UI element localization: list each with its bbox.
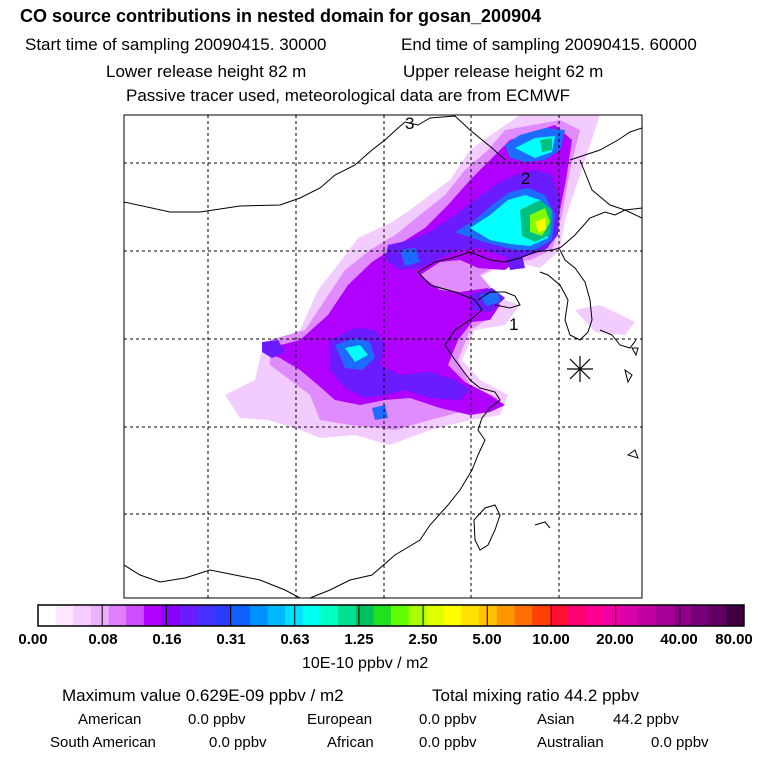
colorbar-swatch: [602, 605, 621, 626]
start-time-text: Start time of sampling 20090415. 30000: [25, 35, 327, 54]
colorbar-label-6: 2.50: [408, 631, 438, 648]
colorbar-swatch: [514, 605, 533, 626]
asian-label: Asian: [537, 711, 575, 728]
colorbar-swatch: [620, 605, 639, 626]
colorbar-swatch: [496, 605, 516, 626]
colorbar-label-0: 0.00: [18, 631, 48, 648]
colorbar-swatch: [691, 605, 710, 626]
african-value: 0.0 ppbv: [419, 734, 477, 751]
upper-release-text: Upper release height 62 m: [403, 62, 604, 81]
colorbar-swatch: [232, 605, 251, 626]
colorbar-swatch: [38, 605, 57, 626]
colorbar-swatch: [161, 605, 180, 626]
australian-value: 0.0 ppbv: [651, 734, 709, 751]
colorbar-label-1: 0.08: [88, 631, 118, 648]
african-label: African: [327, 734, 374, 751]
colorbar-swatch: [585, 605, 604, 626]
tracer-note-text: Passive tracer used, meteorological data…: [126, 86, 571, 105]
colorbar-swatch: [532, 605, 551, 626]
colorbar-swatch: [549, 605, 568, 626]
colorbar-swatch: [655, 605, 674, 626]
colorbar-swatch: [90, 605, 110, 626]
max-value-text: Maximum value 0.629E-09 ppbv / m2: [62, 686, 344, 705]
colorbar-swatch: [373, 605, 392, 626]
map-frame: [123, 114, 643, 599]
track-label-3: 3: [405, 114, 415, 133]
south-american-value: 0.0 ppbv: [209, 734, 267, 751]
tracer-plume: [225, 115, 635, 445]
colorbar-label-11: 80.00: [715, 631, 753, 648]
coastlines: [124, 115, 642, 598]
asian-value: 44.2 ppbv: [613, 711, 679, 728]
lower-release-text: Lower release height 82 m: [106, 62, 307, 81]
american-value: 0.0 ppbv: [188, 711, 246, 728]
colorbar-swatch: [726, 605, 745, 626]
colorbar-swatch: [214, 605, 233, 626]
colorbar-swatch: [426, 605, 445, 626]
colorbar-swatch: [196, 605, 215, 626]
australian-label: Australian: [537, 734, 604, 751]
colorbar-swatch: [320, 605, 339, 626]
colorbar-swatch: [479, 605, 498, 626]
colorbar-swatch: [302, 605, 321, 626]
colorbar-label-2: 0.16: [152, 631, 182, 648]
receptor-asterisk-icon: [567, 356, 593, 382]
colorbar-label-7: 5.00: [472, 631, 502, 648]
colorbar-swatch: [108, 605, 127, 626]
map-title: CO source contributions in nested domain…: [20, 6, 542, 26]
colorbar-swatch: [126, 605, 145, 626]
colorbar-swatch: [55, 605, 74, 626]
colorbar-swatch: [249, 605, 268, 626]
colorbar-swatch: [73, 605, 92, 626]
colorbar-label-4: 0.63: [280, 631, 310, 648]
european-value: 0.0 ppbv: [419, 711, 477, 728]
colorbar-swatch: [143, 605, 163, 626]
colorbar-swatch: [408, 605, 427, 626]
colorbar-swatch: [391, 605, 410, 626]
colorbar-swatch: [443, 605, 463, 626]
colorbar-label-8: 10.00: [532, 631, 570, 648]
colorbar-frame: [37, 604, 745, 627]
colorbar-swatch: [355, 605, 374, 626]
colorbar-swatch: [338, 605, 357, 626]
track-label-2: 2: [521, 169, 531, 188]
colorbar-units: 10E-10 ppbv / m2: [302, 655, 429, 672]
european-label: European: [307, 711, 373, 728]
colorbar: [37, 604, 745, 627]
american-label: American: [78, 711, 142, 728]
end-time-text: End time of sampling 20090415. 60000: [401, 35, 697, 54]
graticule-lines: [124, 115, 642, 598]
colorbar-swatch: [179, 605, 198, 626]
colorbar-swatch: [638, 605, 657, 626]
colorbar-swatch: [567, 605, 586, 626]
colorbar-swatch: [285, 605, 304, 626]
colorbar-swatch: [461, 605, 480, 626]
total-mixing-ratio-text: Total mixing ratio 44.2 ppbv: [432, 686, 639, 705]
colorbar-label-10: 40.00: [660, 631, 698, 648]
south-american-label: South American: [50, 734, 156, 751]
track-label-1: 1: [509, 315, 519, 334]
colorbar-swatch: [673, 605, 692, 626]
colorbar-swatch: [267, 605, 286, 626]
colorbar-label-3: 0.31: [216, 631, 246, 648]
colorbar-label-9: 20.00: [596, 631, 634, 648]
colorbar-swatch: [708, 605, 727, 626]
colorbar-label-5: 1.25: [344, 631, 374, 648]
